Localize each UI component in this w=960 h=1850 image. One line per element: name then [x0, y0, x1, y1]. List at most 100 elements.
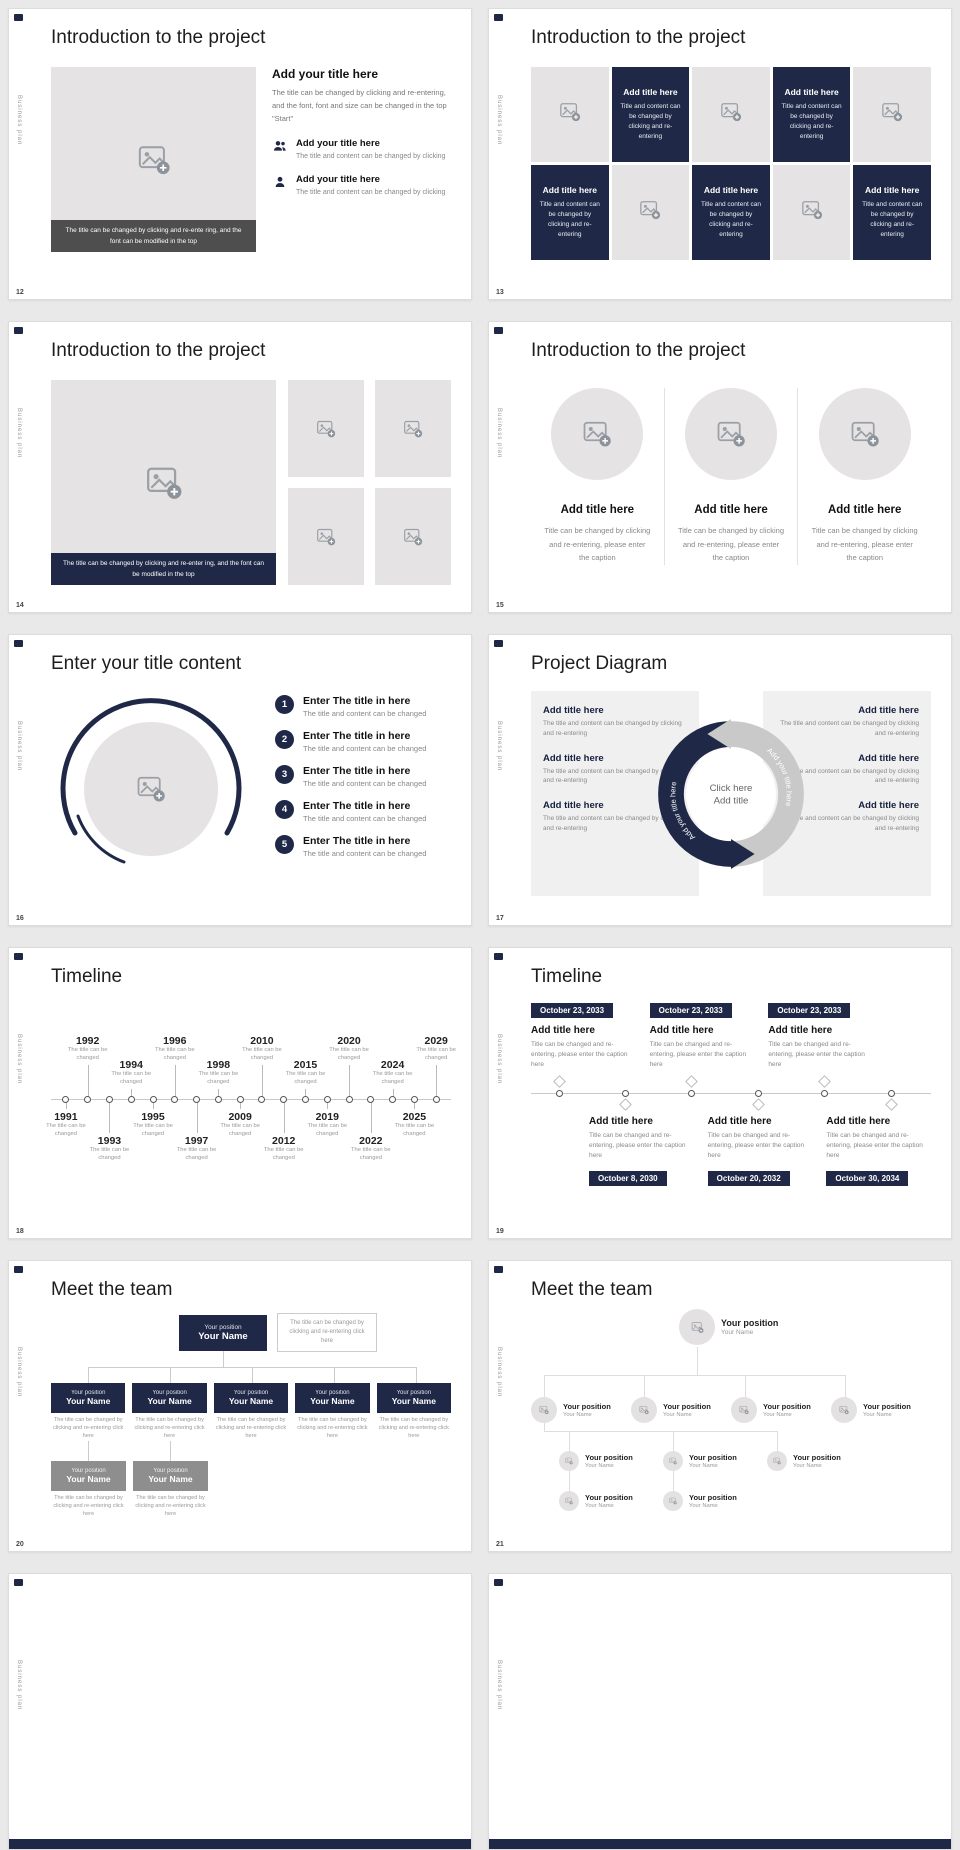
org-member: Your position Your Name	[663, 1451, 767, 1471]
member-position: Your position	[396, 1390, 432, 1396]
block-title: Add title here	[858, 800, 919, 811]
connector-line	[223, 1351, 224, 1367]
year-caption: The title can be changed	[198, 1071, 239, 1086]
slide-20[interactable]: Business plan Meet the team Your positio…	[8, 1260, 472, 1552]
timeline-item: 2020 The title can be changed	[329, 1000, 369, 1198]
timeline-dot	[821, 1089, 829, 1097]
image-placeholder-icon	[539, 1405, 549, 1415]
root-name: Your Name	[721, 1329, 754, 1336]
slide-17[interactable]: Business plan Project Diagram Add title …	[488, 634, 952, 926]
timeline-dot	[258, 1095, 266, 1103]
connector-line	[569, 1431, 570, 1451]
connector-diamond	[818, 1075, 831, 1089]
numbered-list: 1 Enter The title in here The title and …	[263, 685, 451, 903]
panel-block: Add title here The title and content can…	[775, 705, 919, 739]
logo-icon	[494, 14, 503, 21]
item-title: Enter The title in here	[303, 835, 411, 847]
connector-line	[436, 1065, 438, 1099]
timeline-dot	[621, 1089, 629, 1097]
slide-23-partial[interactable]: Business plan	[488, 1573, 952, 1850]
circle-column: Add title here Title can be changed by c…	[531, 388, 664, 565]
logo-icon	[14, 1266, 23, 1273]
timeline-top-row: October 23, 2033 Add title here Title ca…	[531, 1000, 931, 1070]
slide-title: Project Diagram	[531, 653, 668, 674]
slide-14[interactable]: Business plan Introduction to the projec…	[8, 321, 472, 613]
slide-19[interactable]: Business plan Timeline October 23, 2033 …	[488, 947, 952, 1239]
timeline-item: 2019 The title can be changed	[307, 1000, 347, 1198]
member-position: Your position	[585, 1493, 633, 1502]
year-caption: The title can be changed	[416, 1047, 456, 1062]
member-name: Your Name	[689, 1463, 718, 1469]
numbered-item: 3 Enter The title in here The title and …	[275, 765, 451, 788]
member-icon	[272, 138, 288, 159]
member-caption: The title can be changed by clicking and…	[53, 1417, 124, 1439]
image-placeholder	[818, 388, 911, 480]
year-caption: The title can be changed	[154, 1047, 195, 1062]
year-caption: The title can be changed	[46, 1123, 86, 1137]
grid-cell	[692, 67, 770, 162]
member-caption: The title can be changed by clicking and…	[53, 1495, 124, 1517]
entry-text: Title can be changed and re-entering, pl…	[589, 1132, 686, 1160]
image-placeholder	[288, 488, 364, 585]
slide-15[interactable]: Business plan Introduction to the projec…	[488, 321, 952, 613]
connector-line	[131, 1089, 133, 1099]
grid-cell	[531, 67, 609, 162]
item-number-badge: 1	[275, 695, 294, 714]
slide-18[interactable]: Business plan Timeline 1991 The title ca…	[8, 947, 472, 1239]
year-caption: The title can be changed	[329, 1047, 369, 1062]
member-position: Your position	[315, 1390, 350, 1396]
image-placeholder-icon	[716, 419, 746, 449]
slide-16[interactable]: Business plan Enter your title content	[8, 634, 472, 926]
connector-line	[261, 1065, 263, 1099]
connector-line	[777, 1431, 778, 1451]
member-name: Your Name	[66, 1396, 111, 1406]
member-position: Your position	[233, 1390, 269, 1396]
block-title: Add title here	[858, 752, 919, 764]
year-label: 1993	[97, 1135, 122, 1147]
member-name: Your Name	[148, 1474, 193, 1484]
connector-line	[745, 1375, 746, 1397]
avatar	[631, 1397, 657, 1423]
grid-cell	[611, 165, 690, 260]
logo-icon	[494, 1266, 503, 1273]
member-box: Your position Your Name	[51, 1461, 126, 1491]
image-placeholder-icon	[565, 1457, 573, 1465]
org-member: Your position Your Name	[531, 1397, 631, 1423]
column-caption: Title can be changed by clicking and re-…	[544, 526, 651, 562]
timeline-dot	[389, 1095, 397, 1103]
panel-block: Add title here The title and content can…	[775, 800, 919, 834]
member-name: Your Name	[689, 1503, 718, 1509]
block-text: The title and content can be changed by …	[780, 767, 919, 785]
section-heading: Add your title here	[272, 67, 379, 81]
slide-21[interactable]: Business plan Meet the team	[488, 1260, 952, 1552]
root-position: Your position	[204, 1324, 242, 1331]
logo-icon	[494, 327, 503, 334]
avatar	[531, 1397, 557, 1423]
connector-line	[349, 1065, 351, 1099]
year-caption: The title can be changed	[285, 1071, 326, 1086]
org-member: Your position Your Name The title can be…	[133, 1461, 208, 1518]
feature-title: Add your title here	[296, 138, 380, 150]
avatar	[663, 1451, 683, 1471]
root-position: Your position	[721, 1318, 779, 1328]
checkerboard-grid: Add title here Title and content can be …	[531, 67, 931, 260]
timeline-entry: Add title here Title can be changed and …	[707, 1116, 813, 1193]
org-root-node: Your position Your Name	[179, 1315, 267, 1351]
panel-block: Add title here The title and content can…	[775, 753, 919, 787]
slide-12[interactable]: Business plan Introduction to the projec…	[8, 8, 472, 300]
timeline-item: 2015 The title can be changed	[286, 1000, 325, 1198]
circle-column: Add title here Title can be changed by c…	[663, 388, 798, 565]
image-placeholder-icon	[137, 143, 171, 177]
slide-title: Timeline	[51, 966, 123, 987]
slide-22-partial[interactable]: Business plan	[8, 1573, 472, 1850]
timeline-item: 1997 The title can be changed	[177, 1000, 216, 1198]
avatar	[559, 1491, 579, 1511]
cell-title: Add title here	[865, 184, 920, 195]
root-name: Your Name	[198, 1331, 248, 1342]
cell-body: Title and content can be changed by clic…	[620, 102, 681, 141]
slide-13[interactable]: Business plan Introduction to the projec…	[488, 8, 952, 300]
image-placeholder	[84, 722, 218, 856]
member-name: Your Name	[391, 1396, 436, 1406]
sidebar-vertical-label: Business plan	[496, 1347, 502, 1398]
image-block: The title can be changed by clicking and…	[51, 67, 256, 252]
